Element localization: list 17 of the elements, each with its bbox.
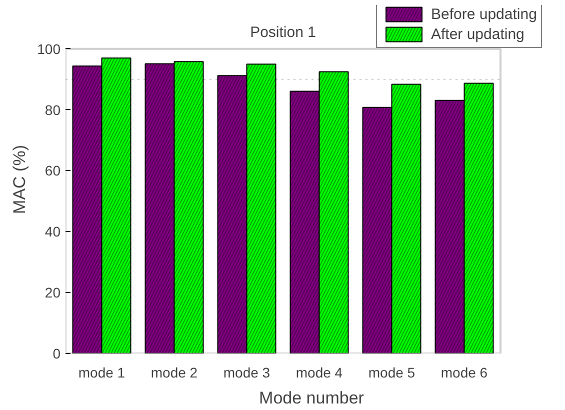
- y-tick-label: 0: [52, 346, 61, 362]
- x-tick-label: mode 3: [223, 364, 270, 380]
- y-tick-label: 100: [37, 40, 61, 57]
- chart-title: Position 1: [250, 24, 316, 41]
- y-axis-title: MAC (%): [10, 145, 30, 214]
- x-tick-label: mode 4: [296, 364, 343, 380]
- y-tick-label: 20: [44, 284, 61, 301]
- legend-label: Before updating: [431, 6, 537, 22]
- y-tick-label: 40: [44, 224, 61, 240]
- x-axis-title: Mode number: [259, 388, 364, 408]
- x-tick-label: mode 1: [78, 364, 126, 380]
- y-tick-label: 80: [44, 102, 61, 118]
- legend-label: After updating: [431, 26, 524, 42]
- x-tick-label: mode 6: [440, 364, 488, 380]
- x-tick-label: mode 2: [150, 364, 198, 380]
- y-tick-label: 60: [44, 162, 61, 179]
- x-tick-label: mode 5: [368, 364, 416, 380]
